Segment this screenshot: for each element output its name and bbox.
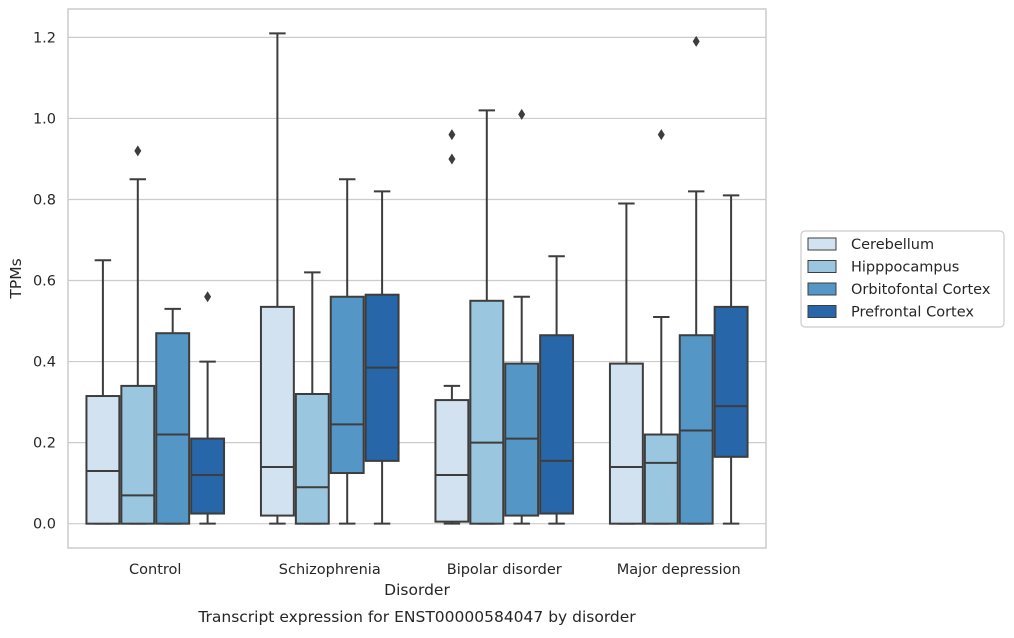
- box-0-0: [85, 259, 121, 525]
- legend-label: Cerebellum: [851, 237, 934, 253]
- x-axis-ticks: Control Schizophrenia Bipolar disorder Majo…: [129, 562, 741, 578]
- box-iqr: [329, 295, 365, 475]
- box-iqr: [643, 433, 679, 525]
- box-2-3: [539, 255, 575, 525]
- outlier-point: [518, 108, 526, 120]
- box-0-2: [155, 307, 191, 525]
- box-iqr: [434, 399, 470, 523]
- box-iqr: [539, 334, 575, 515]
- box-3-1: [643, 129, 679, 525]
- box-iqr: [120, 384, 156, 525]
- box-iqr: [469, 299, 505, 525]
- box-0-1: [120, 145, 156, 525]
- outlier-point: [692, 35, 700, 47]
- chart-caption: Transcript expression for ENST0000058404…: [197, 608, 636, 626]
- box-iqr: [259, 305, 295, 517]
- x-tick-label: Bipolar disorder: [447, 562, 562, 578]
- legend-frame: [800, 230, 1005, 328]
- plot-frame: [67, 8, 767, 549]
- box-1-1: [294, 271, 330, 525]
- x-tick-label: Schizophrenia: [279, 562, 381, 578]
- box-0-3: [190, 291, 226, 525]
- y-tick-label: 0.4: [33, 355, 56, 371]
- y-tick-label: 1.0: [33, 111, 56, 127]
- box-iqr: [678, 334, 714, 525]
- box-1-0: [259, 32, 295, 525]
- legend-swatch: [807, 237, 837, 251]
- outlier-point: [134, 145, 142, 157]
- y-axis-ticks: 0.0 0.2 0.4 0.6 0.8 1.0 1.2: [33, 30, 56, 532]
- outlier-point: [448, 129, 456, 141]
- legend-swatch: [807, 282, 837, 296]
- outlier-point: [204, 291, 212, 303]
- box-iqr: [608, 362, 644, 525]
- legend-label: Hipppocampus: [851, 260, 959, 276]
- legend: Cerebellum Hipppocampus Orbitofontal Corte…: [800, 230, 1005, 328]
- box-3-2: [678, 35, 714, 525]
- x-tick-label: Control: [129, 562, 181, 578]
- box-plot-area: [85, 32, 749, 525]
- legend-swatch: [807, 305, 837, 318]
- outlier-point: [657, 129, 665, 141]
- box-2-2: [504, 108, 540, 525]
- box-2-1: [469, 109, 505, 525]
- x-tick-label: Major depression: [617, 562, 741, 578]
- box-2-0: [434, 129, 470, 525]
- box-iqr: [190, 437, 226, 515]
- box-iqr: [713, 305, 749, 458]
- box-iqr: [294, 393, 330, 525]
- legend-label: Orbitofontal Cortex: [851, 282, 991, 298]
- legend-label: Prefrontal Cortex: [851, 305, 974, 321]
- outlier-point: [448, 153, 456, 165]
- x-axis-label: Disorder: [384, 581, 450, 599]
- box-iqr: [85, 395, 121, 525]
- box-3-3: [713, 194, 749, 525]
- y-tick-label: 1.2: [33, 30, 56, 46]
- y-axis-label: TPMs: [7, 258, 25, 299]
- y-tick-label: 0.6: [33, 274, 56, 290]
- box-1-3: [364, 190, 400, 525]
- y-tick-label: 0.8: [33, 192, 56, 208]
- box-iqr: [364, 293, 400, 462]
- box-1-2: [329, 178, 365, 525]
- y-tick-label: 0.2: [33, 436, 56, 452]
- y-tick-label: 0.0: [33, 517, 56, 533]
- box-iqr: [155, 332, 191, 525]
- box-3-0: [608, 202, 644, 525]
- box-iqr: [504, 362, 540, 517]
- legend-swatch: [807, 260, 837, 273]
